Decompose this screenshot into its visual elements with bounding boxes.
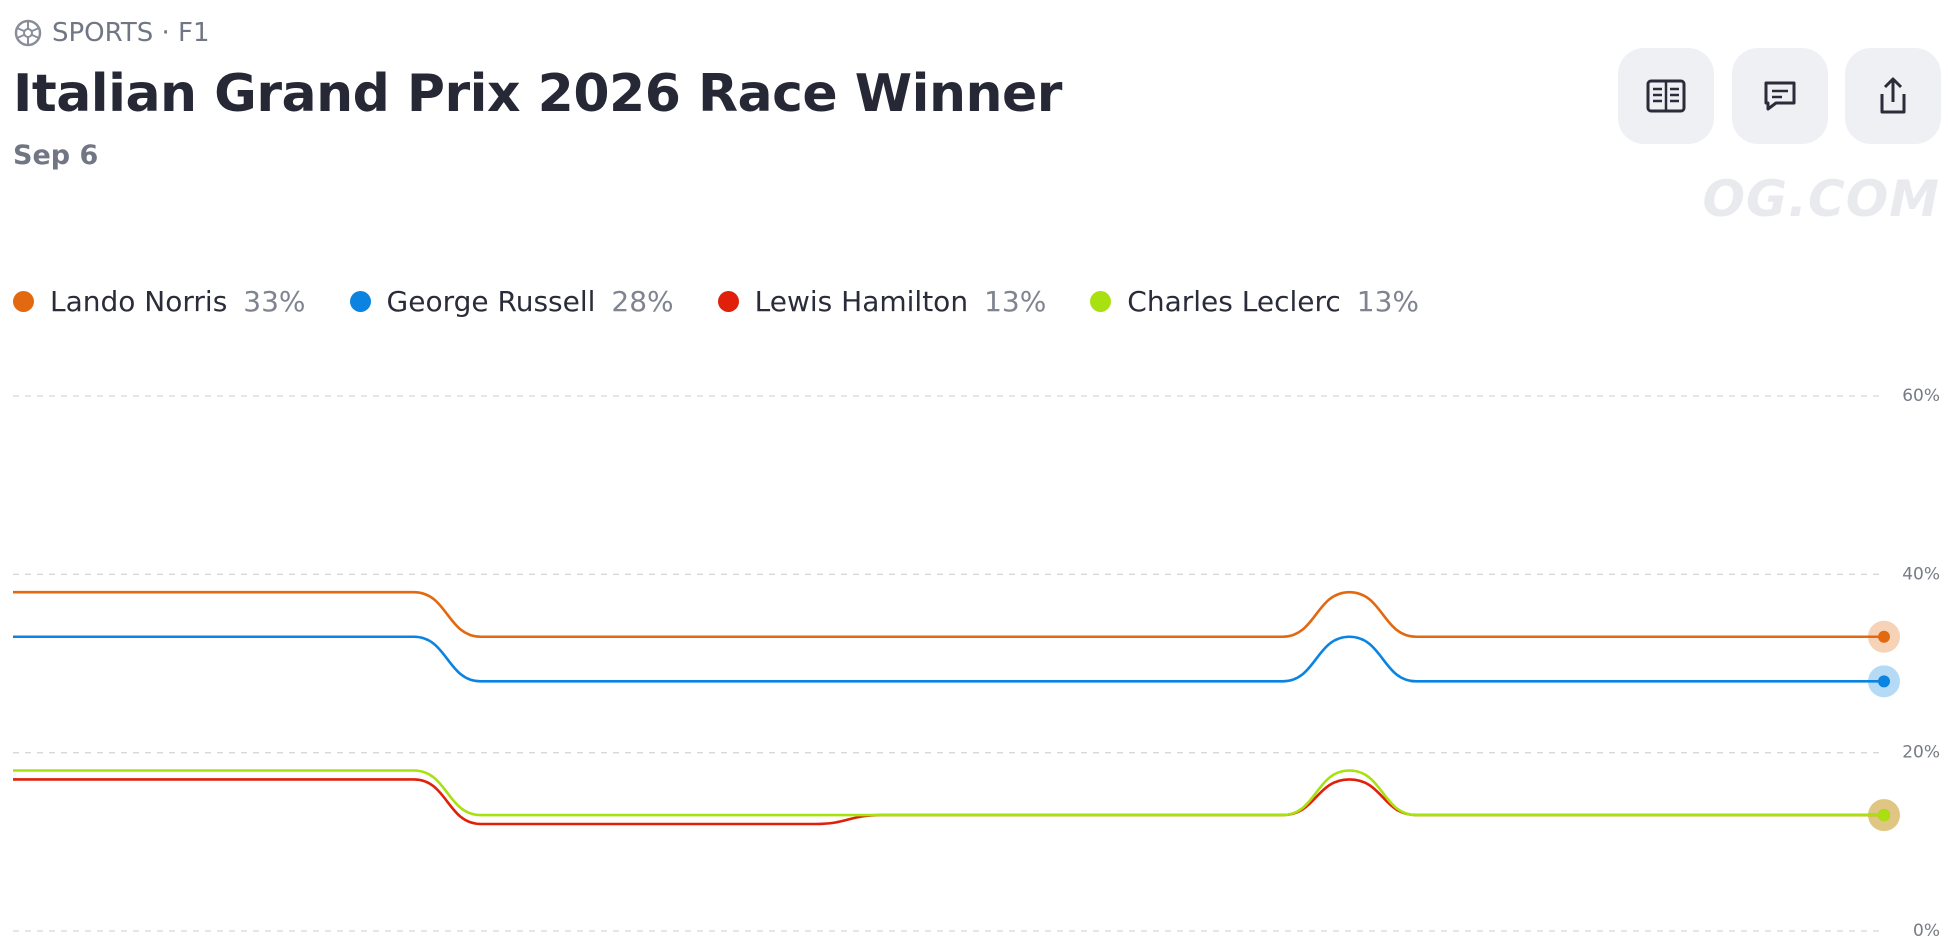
- date: Sep 6: [13, 140, 99, 171]
- y-tick-label: 40%: [1902, 564, 1940, 584]
- book-icon: [1646, 79, 1686, 113]
- title: Italian Grand Prix 2026 Race Winner: [13, 64, 1062, 124]
- share-button[interactable]: [1845, 48, 1941, 144]
- legend: Lando Norris 33% George Russell 28% Lewis Ha…: [13, 285, 1419, 318]
- legend-item: Charles Leclerc 13%: [1090, 285, 1419, 318]
- comments-button[interactable]: [1732, 48, 1828, 144]
- rules-button[interactable]: [1618, 48, 1714, 144]
- category: SPORTS · F1: [52, 18, 210, 48]
- legend-dot: [1090, 291, 1112, 312]
- legend-value: 13%: [984, 285, 1047, 318]
- end-point: [1878, 675, 1890, 688]
- y-tick-label: 20%: [1902, 743, 1940, 763]
- sport-icon: [14, 19, 42, 47]
- series-line: [12, 590, 1884, 639]
- legend-dot: [717, 291, 739, 312]
- share-icon: [1880, 77, 1906, 114]
- series-line: [13, 769, 1884, 817]
- legend-name: Lewis Hamilton: [754, 285, 969, 318]
- legend-name: George Russell: [386, 285, 596, 318]
- legend-dot: [13, 291, 34, 312]
- legend-item: Lewis Hamilton 13%: [717, 285, 1047, 318]
- series-line: [13, 778, 1884, 826]
- y-tick-label: 0%: [1913, 921, 1940, 941]
- legend-dot: [349, 291, 371, 312]
- y-tick-label: 60%: [1902, 386, 1940, 406]
- comment-icon: [1764, 81, 1796, 111]
- watermark: OG.COM: [1702, 170, 1940, 228]
- legend-name: Charles Leclerc: [1127, 285, 1341, 318]
- legend-value: 13%: [1356, 285, 1420, 318]
- breadcrumb: SPORTS · F1: [14, 18, 210, 48]
- end-point: [1878, 809, 1890, 822]
- legend-value: 28%: [611, 285, 674, 318]
- legend-value: 33%: [243, 285, 306, 318]
- legend-name: Lando Norris: [50, 285, 228, 318]
- end-point: [1878, 630, 1890, 643]
- series-line: [13, 635, 1884, 683]
- legend-item: George Russell 28%: [349, 285, 674, 318]
- legend-item: Lando Norris 33%: [13, 285, 306, 318]
